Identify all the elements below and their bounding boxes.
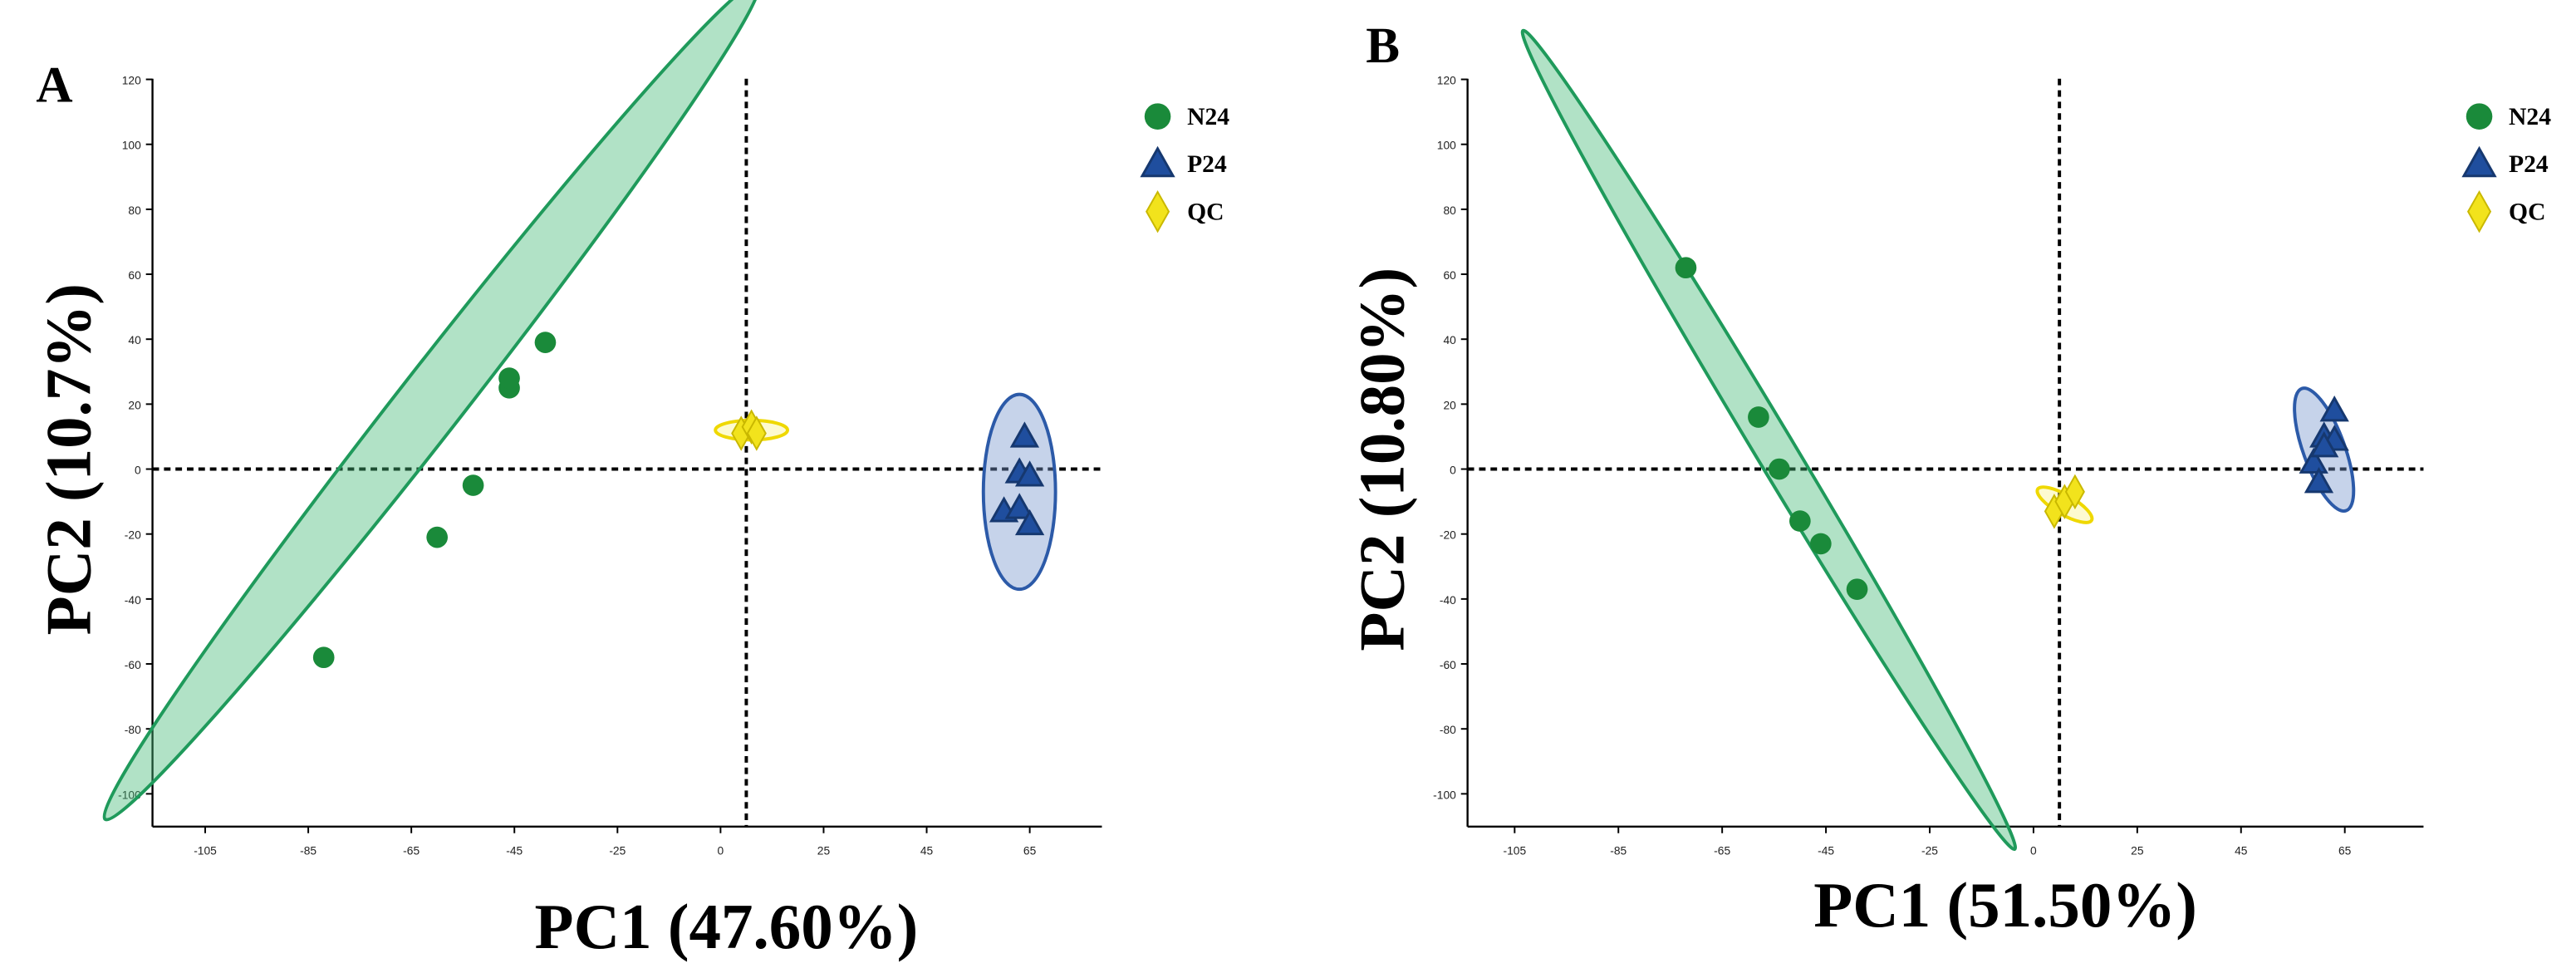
point-p24 bbox=[2309, 431, 2339, 458]
legend-marker-qc bbox=[1146, 189, 1170, 233]
x-axis-title: PC1 (51.50%) bbox=[1813, 869, 2197, 941]
x-tick-label: -45 bbox=[506, 843, 523, 857]
y-tick-label: 0 bbox=[135, 463, 141, 476]
y-tick-label: 40 bbox=[128, 333, 141, 346]
point-n24 bbox=[1769, 458, 1790, 480]
point-p24 bbox=[1004, 493, 1034, 519]
x-tick-label: 45 bbox=[920, 843, 934, 857]
legend-marker-qc bbox=[2466, 189, 2492, 233]
point-n24 bbox=[1846, 578, 1868, 600]
point-p24 bbox=[2304, 467, 2334, 494]
point-qc bbox=[746, 415, 767, 451]
panel-label: B bbox=[1366, 17, 1400, 74]
legend-label-qc: QC bbox=[1187, 199, 1224, 226]
legend-marker-p24 bbox=[2461, 145, 2497, 178]
y-axis-title: PC2 (10.7%) bbox=[33, 283, 105, 635]
x-tick-label: -65 bbox=[1714, 843, 1730, 857]
x-tick-label: 0 bbox=[2030, 843, 2037, 857]
legend-label-n24: N24 bbox=[2509, 104, 2551, 130]
panel-label: A bbox=[36, 57, 72, 113]
y-tick-label: -20 bbox=[125, 528, 141, 542]
point-n24 bbox=[534, 332, 557, 353]
point-p24 bbox=[1014, 460, 1045, 487]
y-tick-label: 20 bbox=[1443, 398, 1456, 411]
y-tick-label: -60 bbox=[1440, 658, 1456, 671]
point-p24 bbox=[1009, 421, 1040, 448]
y-tick-label: -40 bbox=[1440, 593, 1456, 607]
point-qc bbox=[2064, 474, 2085, 510]
x-tick-label: 25 bbox=[817, 843, 831, 857]
x-tick-label: 45 bbox=[2235, 843, 2248, 857]
x-axis-title: PC1 (47.60%) bbox=[535, 891, 919, 962]
confidence-ellipse-n24 bbox=[1520, 28, 2017, 852]
point-p24 bbox=[2299, 447, 2328, 474]
point-n24 bbox=[462, 474, 484, 496]
y-axis-title: PC2 (10.80%) bbox=[1347, 268, 1418, 651]
x-tick-label: -85 bbox=[1610, 843, 1627, 857]
x-tick-label: -85 bbox=[300, 843, 316, 857]
point-n24 bbox=[1810, 533, 1832, 555]
x-tick-label: 65 bbox=[2338, 843, 2352, 857]
legend-label-qc: QC bbox=[2509, 199, 2545, 226]
y-tick-label: 60 bbox=[128, 268, 141, 282]
x-tick-label: 65 bbox=[1023, 843, 1037, 857]
y-tick-label: 80 bbox=[1443, 204, 1456, 217]
y-tick-label: 80 bbox=[128, 204, 141, 217]
panel-a: 120100806040200-20-40-60-80-100-105-85-6… bbox=[33, 0, 1229, 962]
y-tick-label: 100 bbox=[122, 139, 141, 152]
y-tick-label: 0 bbox=[1450, 463, 1456, 476]
y-tick-label: 60 bbox=[1443, 268, 1456, 282]
legend-label-n24: N24 bbox=[1187, 104, 1229, 130]
legend-marker-p24 bbox=[1140, 145, 1175, 178]
point-n24 bbox=[498, 367, 520, 389]
y-tick-label: -20 bbox=[1440, 528, 1456, 542]
y-tick-label: -80 bbox=[1440, 723, 1456, 736]
x-tick-label: 25 bbox=[2131, 843, 2144, 857]
x-tick-label: -25 bbox=[609, 843, 626, 857]
legend-marker-n24 bbox=[1144, 103, 1171, 130]
x-tick-label: -105 bbox=[194, 843, 217, 857]
y-tick-label: -100 bbox=[1433, 788, 1456, 801]
x-tick-label: -65 bbox=[403, 843, 420, 857]
point-n24 bbox=[426, 526, 449, 548]
y-tick-label: 20 bbox=[128, 398, 141, 411]
x-tick-label: -105 bbox=[1504, 843, 1527, 857]
point-p24 bbox=[1014, 509, 1045, 536]
point-n24 bbox=[1789, 510, 1811, 532]
y-tick-label: 120 bbox=[122, 73, 141, 86]
point-n24 bbox=[1748, 406, 1769, 428]
y-tick-label: -60 bbox=[125, 658, 141, 671]
y-tick-label: 120 bbox=[1437, 73, 1456, 86]
x-tick-label: -25 bbox=[1921, 843, 1938, 857]
x-tick-label: 0 bbox=[718, 843, 724, 857]
y-tick-label: -40 bbox=[125, 593, 141, 607]
y-tick-label: 40 bbox=[1443, 333, 1456, 346]
legend-marker-n24 bbox=[2466, 103, 2493, 130]
y-tick-label: -80 bbox=[125, 723, 141, 736]
x-tick-label: -45 bbox=[1818, 843, 1834, 857]
point-n24 bbox=[1675, 257, 1697, 279]
confidence-ellipse-n24 bbox=[102, 0, 762, 822]
y-tick-label: 100 bbox=[1437, 139, 1456, 152]
point-n24 bbox=[312, 646, 335, 669]
legend-label-p24: P24 bbox=[2509, 151, 2549, 178]
point-p24 bbox=[2319, 396, 2349, 422]
legend-label-p24: P24 bbox=[1187, 151, 1227, 178]
panel-b: 120 100 80 60 40 20 0 -20 -40 -60 -80 -100 -105 -85 -6… bbox=[1347, 17, 2552, 941]
confidence-ellipse-p24 bbox=[981, 392, 1057, 592]
